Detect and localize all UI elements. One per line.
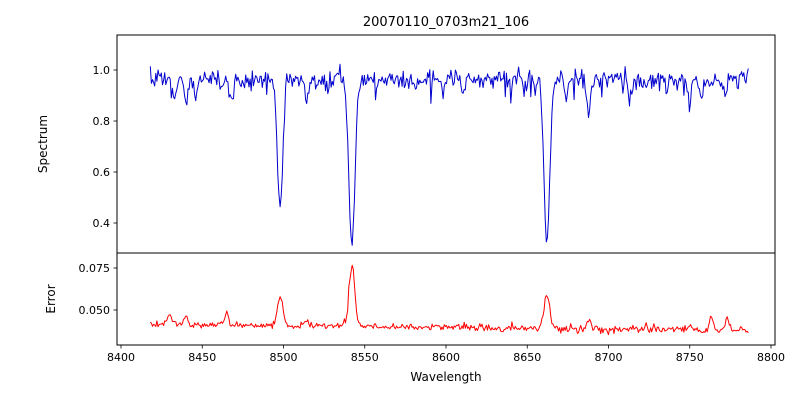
chart-title: 20070110_0703m21_106 [363, 15, 529, 30]
error-panel [116, 252, 776, 346]
data-series [149, 63, 749, 336]
axis-ticks: 8400 8450 8500 8550 8600 8650 8700 8750 8800 0.4 0… [79, 64, 786, 364]
x-axis-label: Wavelength [410, 370, 481, 384]
y-tick-label: 1.0 [93, 64, 111, 77]
y-tick-label: 0.6 [93, 166, 111, 179]
y-tick-label: 0.8 [93, 115, 111, 128]
y-tick-label: 0.075 [79, 262, 111, 275]
x-tick-label: 8600 [432, 351, 460, 364]
x-tick-label: 8700 [595, 351, 623, 364]
y-tick-label: 0.050 [79, 304, 111, 317]
x-tick-label: 8750 [676, 351, 704, 364]
x-tick-label: 8400 [107, 351, 135, 364]
x-tick-label: 8650 [513, 351, 541, 364]
y-tick-label: 0.4 [93, 217, 111, 230]
x-tick-label: 8450 [188, 351, 216, 364]
spectrum-panel [116, 34, 776, 254]
y-axis-label-spectrum: Spectrum [36, 115, 50, 173]
y-axis-label-error: Error [44, 284, 58, 313]
spectrum-line [149, 63, 749, 246]
error-line [149, 264, 749, 336]
x-tick-label: 8550 [351, 351, 379, 364]
x-tick-label: 8800 [757, 351, 785, 364]
x-tick-label: 8500 [270, 351, 298, 364]
